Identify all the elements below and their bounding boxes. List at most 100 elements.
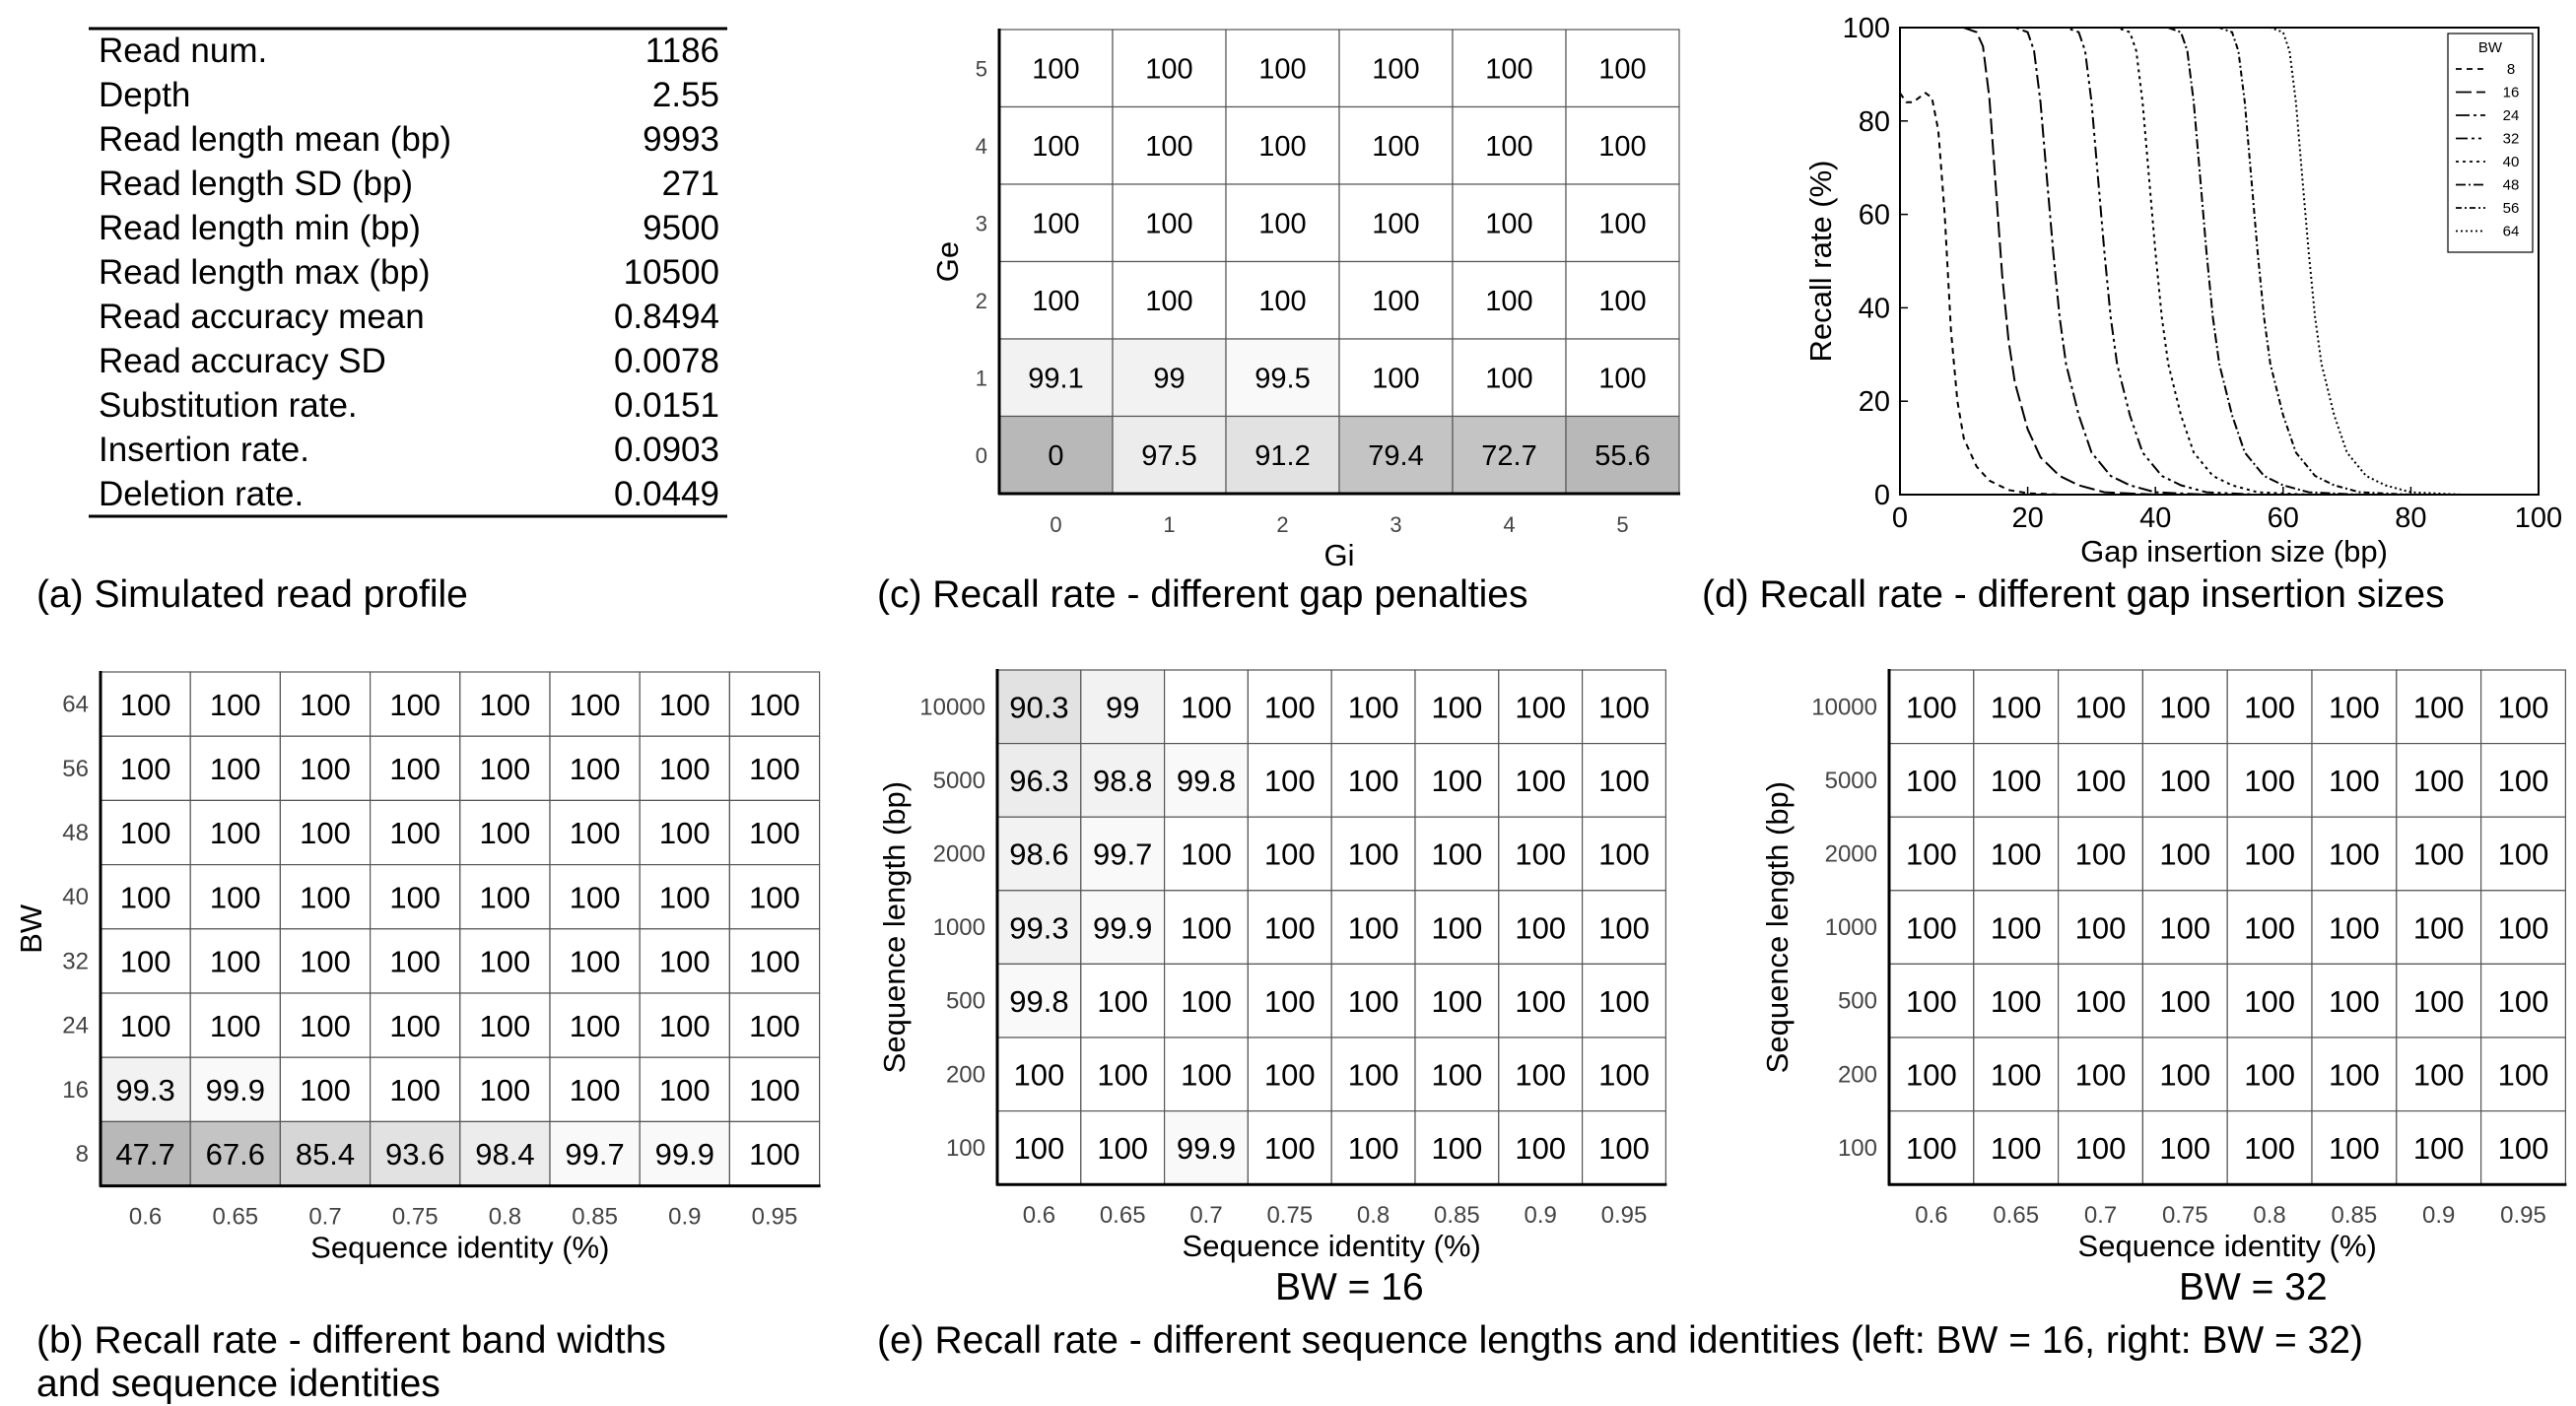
heatmap-cell [1565,338,1680,418]
cell-value: 100 [1432,837,1483,872]
x-tick-label: 0 [1892,502,1908,534]
cell-value: 100 [210,688,261,722]
heatmap-cell [1565,183,1680,263]
cell-value: 100 [1181,1057,1232,1092]
y-tick-label: 10000 [1811,694,1877,720]
x-tick-label: 0.9 [1525,1202,1557,1229]
cell-value: 100 [1264,984,1316,1019]
cell-value: 100 [210,1009,261,1043]
cell-value: 97.5 [1141,440,1196,472]
cell-value: 96.3 [1009,764,1068,798]
heatmap-cell [549,799,641,866]
cell-value: 100 [300,816,351,850]
cell-value: 100 [1991,984,2042,1019]
cell-value: 100 [1598,1131,1650,1166]
heatmap-cell [1414,1109,1500,1185]
x-tick-label: 3 [1390,512,1401,537]
cell-value: 100 [2159,984,2210,1019]
cell-value: 100 [1258,54,1306,86]
heatmap-cell [1225,415,1340,495]
plot-frame [1899,27,2540,496]
table-row-value: 1186 [645,32,719,70]
cell-value: 100 [570,880,621,914]
cell-value: 100 [1515,690,1566,724]
heatmap-cell [2226,742,2313,818]
heatmap-cell [1112,260,1227,340]
cell-value: 100 [1032,286,1079,317]
heatmap-cell [2396,890,2482,965]
cell-value: 100 [1432,1057,1483,1092]
heatmap-cell [370,1120,461,1187]
y-axis-title: Sequence length (bp) [877,781,912,1073]
y-tick-label: 2000 [1825,841,1877,868]
y-tick-label: 56 [62,756,89,782]
cell-value: 100 [1485,131,1532,163]
heatmap-cell [1112,338,1227,418]
heatmap-cell [189,1056,281,1122]
cell-value: 100 [2075,690,2127,724]
cell-value: 99 [1153,364,1185,395]
series-line-bw-56 [1900,27,2539,496]
cell-value: 100 [1181,837,1232,872]
cell-value: 67.6 [206,1137,265,1172]
heatmap-cell [639,671,731,737]
heatmap-cell [728,799,821,866]
cell-value: 100 [570,1073,621,1107]
x-tick-label: 0.85 [2332,1202,2378,1229]
y-tick-label: 500 [946,988,985,1015]
cell-value: 100 [1264,690,1316,724]
cell-value: 99.1 [1028,364,1083,395]
cell-value: 100 [1348,690,1399,724]
cell-value: 100 [749,880,800,914]
heatmap-cell [1247,669,1332,745]
cell-value: 100 [749,1009,800,1043]
cell-value: 100 [2413,1131,2465,1166]
cell-value: 100 [1515,764,1566,798]
heatmap-cell [1452,415,1567,495]
table-row-label: Insertion rate. [99,431,309,469]
cell-value: 100 [1348,1131,1399,1166]
y-tick-label: 64 [62,692,89,718]
y-tick-label: 1000 [1825,914,1877,941]
cell-value: 100 [2329,837,2380,872]
cell-value: 100 [659,945,711,979]
cell-value: 99.9 [655,1137,714,1172]
cell-value: 72.7 [1481,440,1536,472]
heatmap-cell [279,928,372,994]
cell-value: 100 [300,1073,351,1107]
y-tick-label: 100 [946,1135,985,1162]
heatmap-cell [996,1109,1082,1185]
cell-value: 100 [2329,1057,2380,1092]
heatmap-cell [1452,29,1567,108]
cell-value: 100 [659,1073,711,1107]
heatmap-cell [1225,260,1340,340]
heatmap-cell [2480,1109,2567,1185]
heatmap-cell [728,1056,821,1122]
x-tick-label: 0.75 [1266,1202,1313,1229]
cell-value: 100 [1598,690,1650,724]
x-tick-label: 40 [2139,502,2171,534]
cell-value: 100 [570,752,621,786]
heatmap-cell [100,928,191,994]
x-tick-label: 0.9 [668,1204,701,1231]
heatmap-cell [1581,1109,1666,1185]
legend-box [2447,33,2534,253]
cell-value: 90.3 [1009,690,1068,724]
cell-value: 100 [1598,364,1646,395]
heatmap-cell [1225,338,1340,418]
cell-value: 100 [389,945,441,979]
caption-b-line1: (b) Recall rate - different band widths [36,1319,666,1362]
cell-value: 100 [2244,690,2295,724]
heatmap-cell [279,735,372,802]
cell-value: 99.7 [1093,837,1152,872]
heatmap-cell [728,735,821,802]
heatmap-cell [639,799,731,866]
x-tick-label: 0.7 [308,1204,341,1231]
heatmap-cell [1565,29,1680,108]
cell-value: 100 [1515,984,1566,1019]
legend-entry: 24 [2503,107,2520,124]
caption-e: (e) Recall rate - different sequence len… [877,1319,2364,1362]
heatmap-cell [1498,890,1584,965]
cell-value: 100 [2159,764,2210,798]
